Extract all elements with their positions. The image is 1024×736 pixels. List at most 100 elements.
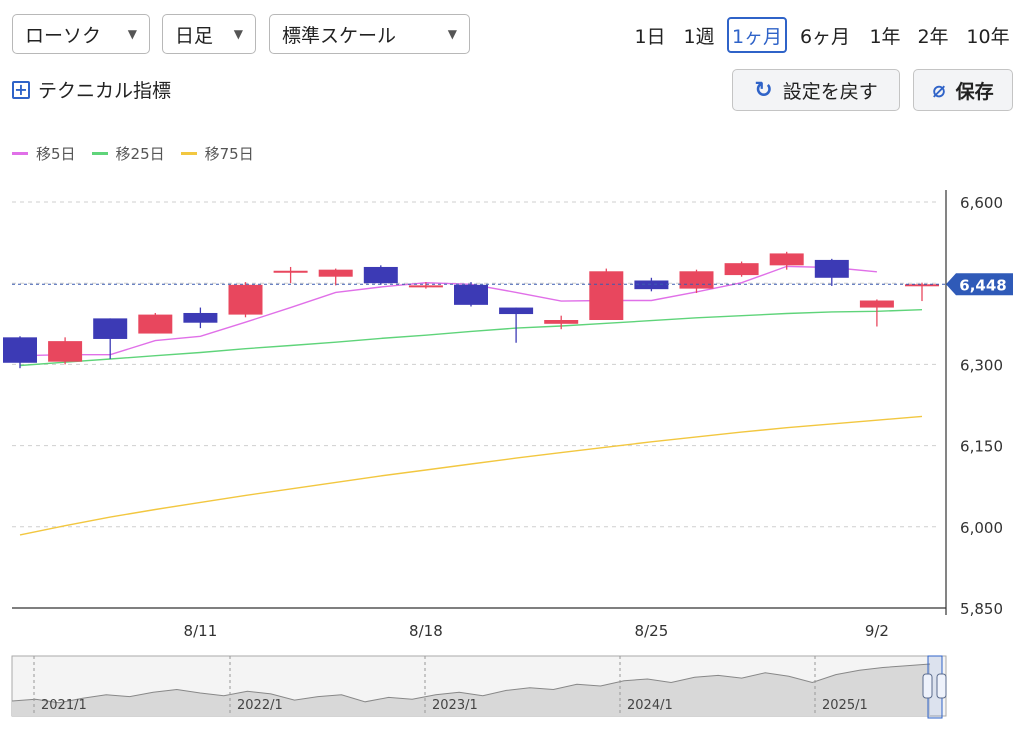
candle-body	[814, 259, 849, 278]
period-1w[interactable]: 1週	[683, 25, 715, 48]
navigator-frame	[11, 655, 947, 717]
candle-body	[905, 284, 939, 287]
navigator-year-label: 2025/1	[822, 698, 868, 713]
candle	[634, 277, 669, 292]
ma75-line	[19, 415, 923, 536]
ma5-line	[19, 265, 877, 357]
candle	[138, 312, 173, 334]
candle	[318, 268, 353, 286]
candle-body	[454, 284, 488, 305]
legend-label-ma75: 移75日	[204, 145, 254, 163]
y-tick-label: 6,300	[960, 356, 1003, 374]
candle	[544, 315, 579, 330]
candle-body	[318, 269, 353, 277]
candle-body	[3, 337, 37, 363]
candle-body	[363, 266, 398, 284]
navigator-line	[11, 663, 931, 704]
navigator-year-label: 2023/1	[432, 698, 478, 713]
candle	[363, 265, 398, 285]
save-button[interactable]: ⌀ 保存	[913, 69, 1013, 111]
legend-item-ma5: 移5日	[12, 143, 76, 164]
plus-icon: +	[12, 80, 30, 99]
period-6m[interactable]: 6ヶ月	[799, 25, 851, 48]
candle	[183, 307, 218, 329]
chart-type-select[interactable]: ローソク ▼	[12, 14, 150, 54]
period-2y[interactable]: 2年	[917, 25, 949, 48]
candle-body	[408, 285, 443, 288]
candle	[679, 269, 714, 293]
candle-body	[769, 253, 804, 266]
candle-body	[724, 263, 759, 276]
candle-body	[499, 307, 534, 315]
navigator-selection	[927, 655, 943, 719]
x-tick-label: 8/25	[635, 622, 669, 640]
period-1d[interactable]: 1日	[634, 25, 666, 48]
candle-body	[589, 271, 624, 321]
navigator-year-label: 2024/1	[627, 698, 673, 713]
scale-value: 標準スケール	[282, 24, 397, 47]
reset-settings-button[interactable]: ↻ 設定を戻す	[732, 69, 900, 111]
navigator-handle-left	[922, 673, 933, 699]
legend-label-ma5: 移5日	[36, 145, 76, 163]
interval-value: 日足	[175, 24, 214, 47]
candle-body	[273, 270, 308, 273]
candle	[589, 268, 624, 321]
interval-select[interactable]: 日足 ▼	[162, 14, 256, 54]
candle-body	[634, 280, 669, 290]
navigator-handle-right	[936, 673, 947, 699]
candle-body	[48, 341, 83, 362]
y-tick-label: 6,000	[960, 519, 1003, 537]
ma25-line	[19, 309, 923, 367]
scale-select[interactable]: 標準スケール ▼	[269, 14, 470, 54]
navigator-year-label: 2022/1	[237, 698, 283, 713]
period-10y[interactable]: 10年	[966, 25, 1010, 48]
candle-body	[679, 271, 714, 289]
save-label: 保存	[955, 80, 994, 103]
refresh-icon: ↻	[754, 77, 773, 103]
candle-body	[93, 318, 128, 339]
legend-swatch-ma75	[180, 152, 197, 155]
legend-swatch-ma5	[12, 152, 28, 155]
candle	[454, 282, 488, 307]
candle	[93, 318, 128, 359]
candle-body	[859, 300, 894, 308]
chart-legend: 移5日 移25日 移75日	[12, 143, 270, 164]
technical-indicators-label: テクニカル指標	[38, 80, 172, 102]
candle	[859, 299, 894, 327]
current-price-label: 6,448	[959, 276, 1006, 294]
y-tick-label: 5,850	[960, 600, 1003, 618]
legend-item-ma25: 移25日	[91, 143, 165, 164]
chevron-down-icon: ▼	[447, 27, 457, 41]
candle	[499, 307, 534, 343]
candle	[228, 282, 263, 318]
y-tick-label: 6,600	[960, 194, 1003, 212]
reset-settings-label: 設定を戻す	[782, 80, 878, 103]
y-tick-label: 6,150	[960, 438, 1003, 456]
candle	[814, 258, 849, 286]
navigator-year-label: 2021/1	[41, 698, 87, 713]
period-1m[interactable]: 1ヶ月	[727, 17, 787, 53]
candle	[273, 266, 308, 284]
candle-body	[544, 320, 579, 324]
chevron-down-icon: ▼	[233, 27, 243, 41]
chevron-down-icon: ▼	[127, 27, 137, 41]
candle-body	[228, 284, 263, 315]
candle-body	[183, 312, 218, 323]
candle	[408, 282, 443, 289]
current-price-badge	[946, 273, 1013, 296]
chart-type-value: ローソク	[25, 24, 102, 47]
candle	[3, 336, 37, 369]
legend-item-ma75: 移75日	[180, 143, 254, 164]
period-1y[interactable]: 1年	[869, 25, 901, 48]
candle	[48, 337, 83, 365]
candle	[769, 251, 804, 270]
x-tick-label: 9/2	[865, 622, 889, 640]
technical-indicators-toggle[interactable]: + テクニカル指標	[12, 76, 171, 103]
candle	[905, 282, 939, 302]
legend-label-ma25: 移25日	[115, 145, 165, 163]
x-tick-label: 8/11	[184, 622, 218, 640]
navigator-area	[12, 664, 930, 716]
candle-body	[138, 314, 173, 334]
legend-swatch-ma25	[91, 152, 108, 155]
candle	[724, 261, 759, 277]
